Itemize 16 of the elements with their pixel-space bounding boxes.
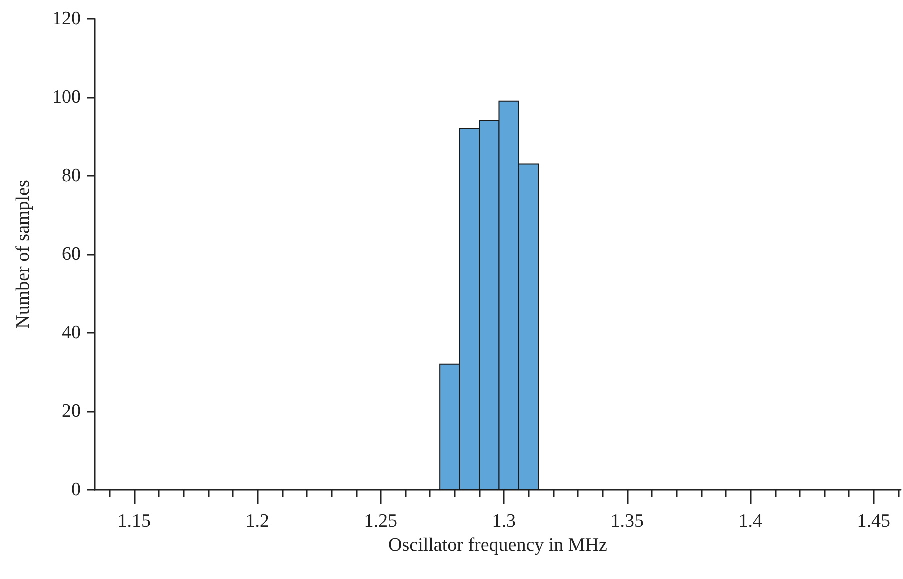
- x-tick-label: 1.3: [492, 511, 516, 532]
- x-tick-label: 1.15: [118, 511, 152, 532]
- x-tick-label: 1.4: [738, 511, 764, 532]
- x-tick-label: 1.2: [246, 511, 270, 532]
- y-tick-label: 60: [62, 244, 81, 265]
- y-tick-label: 0: [72, 480, 81, 500]
- x-tick-label: 1.25: [364, 511, 398, 532]
- y-tick-label: 80: [62, 166, 81, 186]
- x-axis-title: Oscillator frequency in MHz: [388, 534, 608, 556]
- x-tick-label: 1.45: [857, 511, 891, 532]
- y-axis-title: Number of samples: [13, 180, 34, 329]
- y-tick-label: 20: [62, 401, 81, 422]
- y-tick-label: 120: [52, 8, 81, 30]
- x-tick-label: 1.35: [610, 511, 644, 532]
- y-tick-label: 100: [52, 87, 81, 108]
- y-tick-label: 40: [62, 322, 81, 344]
